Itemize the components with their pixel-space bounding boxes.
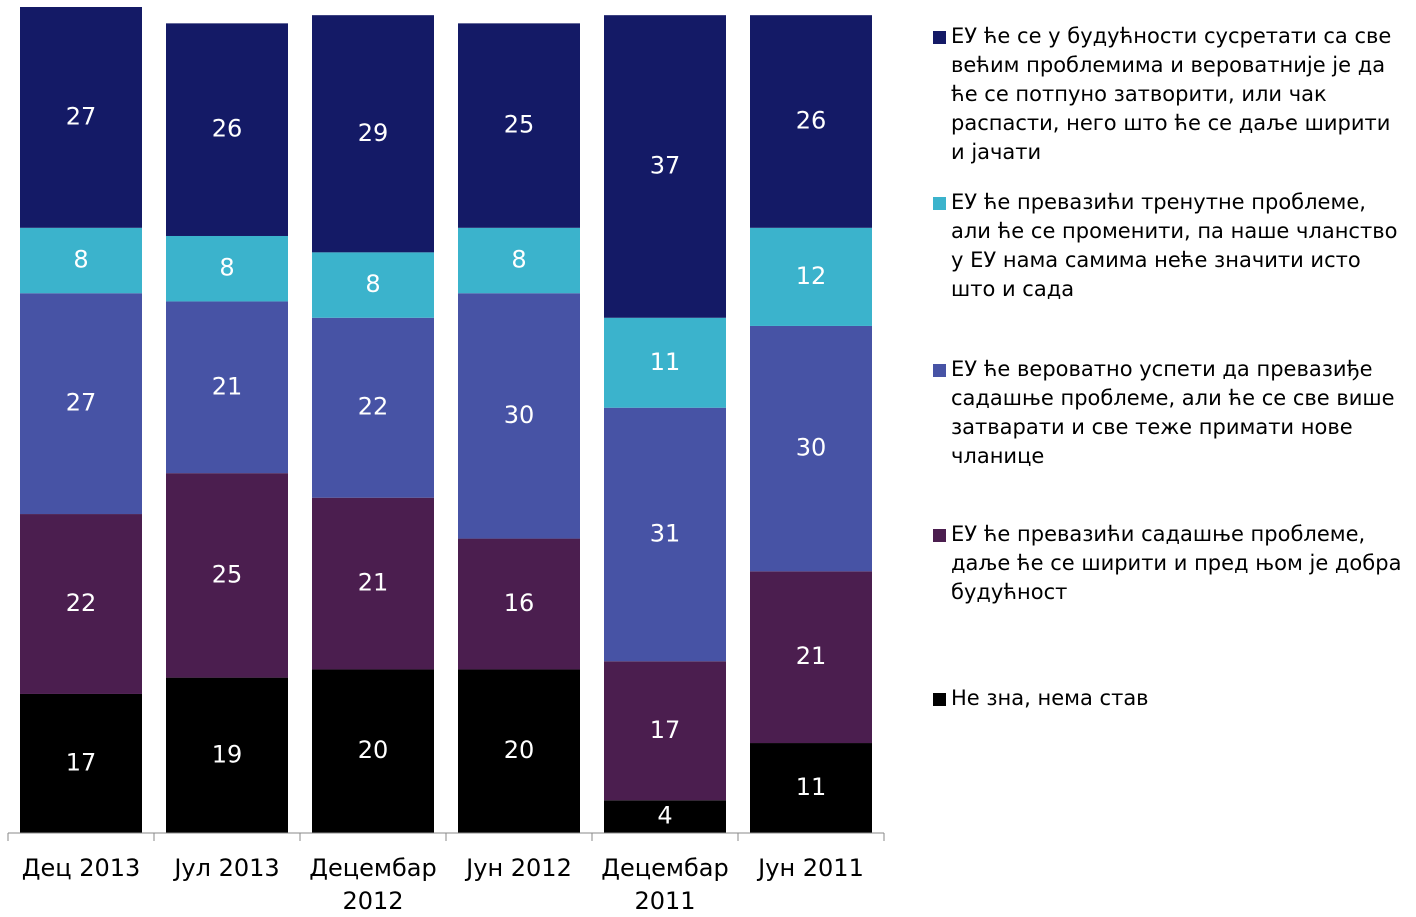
- bar-segment: [312, 669, 434, 833]
- data-label: 12: [796, 262, 827, 290]
- bar-segment: [20, 227, 142, 294]
- bar-segment: [166, 235, 288, 302]
- data-label: 17: [66, 748, 97, 776]
- data-label: 27: [66, 102, 97, 130]
- data-label: 22: [66, 589, 97, 617]
- legend-item: ЕУ ће превазићи садашње проблеме, даље ћ…: [933, 520, 1403, 607]
- data-label: 29: [358, 119, 389, 147]
- data-label: 8: [511, 246, 526, 274]
- bar-segment: [604, 317, 726, 408]
- x-tick-label: Децембар 2012: [309, 854, 437, 915]
- legend-item: ЕУ ће превазићи тренутне проблеме, али ћ…: [933, 188, 1403, 304]
- data-label: 8: [219, 254, 234, 282]
- bar-segment: [20, 693, 142, 833]
- legend-swatch: [933, 529, 946, 542]
- legend-label: ЕУ ће превазићи тренутне проблеме, али ћ…: [951, 190, 1398, 301]
- bar-segment: [604, 407, 726, 662]
- legend-label: ЕУ ће се у будућности сусретати са све в…: [951, 24, 1392, 164]
- legend-swatch: [933, 31, 946, 44]
- x-tick-label: Јун 2011: [758, 854, 864, 882]
- data-label: 21: [358, 569, 389, 597]
- bar-segment: [458, 538, 580, 670]
- data-label: 25: [504, 111, 535, 139]
- bar-segment: [20, 7, 142, 228]
- bar-segment: [458, 227, 580, 294]
- data-label: 20: [504, 736, 535, 764]
- data-label: 31: [650, 519, 681, 547]
- bar-segment: [20, 514, 142, 694]
- bar-segment: [750, 571, 872, 744]
- data-label: 26: [796, 106, 827, 134]
- legend-swatch: [933, 197, 946, 210]
- bar-segment: [458, 293, 580, 539]
- x-tick-label: Јул 2013: [174, 854, 280, 882]
- x-tick-label: Јун 2012: [466, 854, 572, 882]
- bar-segment: [750, 227, 872, 326]
- bar-segment: [312, 252, 434, 318]
- data-label: 8: [73, 246, 88, 274]
- bar-segment: [604, 800, 726, 833]
- data-label: 11: [650, 348, 681, 376]
- legend-item: ЕУ ће се у будућности сусретати са све в…: [933, 22, 1403, 167]
- bar-segment: [750, 15, 872, 228]
- data-label: 30: [796, 434, 827, 462]
- legend-label: Не зна, нема став: [951, 686, 1149, 710]
- data-label: 22: [358, 393, 389, 421]
- data-label: 20: [358, 736, 389, 764]
- bar-segment: [166, 473, 288, 678]
- legend-item: ЕУ ће вероватно успети да превазиђе сада…: [933, 355, 1403, 471]
- x-tick-label: Дец 2013: [21, 854, 141, 882]
- bar-segment: [166, 23, 288, 236]
- data-label: 21: [212, 372, 243, 400]
- data-label: 25: [212, 560, 243, 588]
- x-tick-label: Децембар 2011: [601, 854, 729, 915]
- bar-segment: [750, 325, 872, 572]
- data-label: 30: [504, 401, 535, 429]
- data-label: 21: [796, 642, 827, 670]
- bar-segment: [312, 15, 434, 253]
- legend-label: ЕУ ће превазићи садашње проблеме, даље ћ…: [951, 522, 1402, 604]
- data-label: 16: [504, 589, 535, 617]
- data-label: 19: [212, 740, 243, 768]
- data-label: 37: [650, 151, 681, 179]
- legend-item: Не зна, нема став: [933, 684, 1403, 713]
- bar-segment: [166, 301, 288, 474]
- data-label: 27: [66, 389, 97, 417]
- data-label: 11: [796, 773, 827, 801]
- bar-segment: [458, 669, 580, 833]
- bar-segment: [20, 293, 142, 515]
- bar-segment: [750, 743, 872, 833]
- legend-label: ЕУ ће вероватно успети да превазиђе сада…: [951, 357, 1395, 468]
- data-label: 26: [212, 115, 243, 143]
- bar-segment: [458, 23, 580, 228]
- data-label: 17: [650, 716, 681, 744]
- legend-swatch: [933, 364, 946, 377]
- data-label: 8: [365, 270, 380, 298]
- data-label: 4: [657, 802, 672, 830]
- bar-segment: [312, 497, 434, 670]
- bar-segment: [166, 677, 288, 833]
- legend-swatch: [933, 693, 946, 706]
- bar-segment: [312, 317, 434, 498]
- bar-segment: [604, 661, 726, 801]
- bar-segment: [604, 15, 726, 318]
